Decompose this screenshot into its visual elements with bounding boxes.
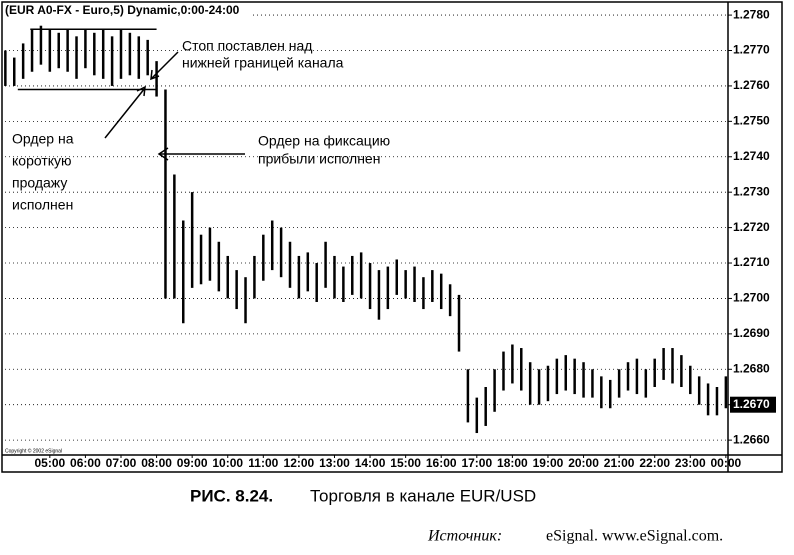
x-tick-label: 08:00 — [141, 456, 172, 470]
annotation: Стоп поставлен над — [182, 38, 312, 54]
title-bg — [3, 3, 253, 18]
y-tick-label: 1.2690 — [733, 326, 770, 340]
annotation: короткую — [12, 153, 72, 169]
y-tick-label: 1.2780 — [733, 7, 770, 21]
x-tick-label: 12:00 — [284, 456, 315, 470]
x-tick-label: 20:00 — [568, 456, 599, 470]
x-tick-label: 19:00 — [533, 456, 564, 470]
arrow-head — [150, 69, 160, 81]
y-tick-label: 1.2710 — [733, 255, 770, 269]
x-tick-label: 14:00 — [355, 456, 386, 470]
chart-title: (EUR A0-FX - Euro,5) Dynamic,0:00-24:00 — [5, 3, 240, 17]
y-tick-label: 1.2660 — [733, 432, 770, 446]
annotation: продажу — [12, 175, 67, 191]
y-tick-label: 1.2700 — [733, 291, 770, 305]
arrows — [104, 51, 245, 161]
last-price-box — [730, 396, 776, 413]
annotation: Ордер на фиксацию — [258, 133, 390, 149]
x-tick-label: 18:00 — [497, 456, 528, 470]
y-tick-label: 1.2750 — [733, 114, 770, 128]
annotation: прибыли исполнен — [258, 151, 380, 167]
annotation: исполнен — [12, 197, 73, 213]
x-tick-label: 16:00 — [426, 456, 457, 470]
arrow — [151, 51, 179, 79]
x-tick-label: 23:00 — [675, 456, 706, 470]
caption-number: РИС. 8.24. — [190, 486, 273, 505]
y-tick-label: 1.2740 — [733, 149, 770, 163]
caption-text: Торговля в канале EUR/USD — [310, 486, 536, 505]
y-tick-label: 1.2720 — [733, 220, 770, 234]
arrow-head — [157, 147, 169, 161]
y-tick-label: 1.2730 — [733, 184, 770, 198]
arrow-head — [136, 85, 146, 97]
source-label: Источник: — [427, 528, 502, 545]
x-tick-label: 05:00 — [34, 456, 65, 470]
x-tick-label: 11:00 — [248, 456, 278, 470]
x-tick-label: 10:00 — [212, 456, 243, 470]
last-price-label: 1.2670 — [733, 397, 770, 411]
x-tick-label: 22:00 — [639, 456, 670, 470]
x-tick-label: 13:00 — [319, 456, 350, 470]
x-tick-label: 15:00 — [390, 456, 421, 470]
x-tick-label: 21:00 — [604, 456, 635, 470]
x-tick-label: 09:00 — [177, 456, 208, 470]
plot-area — [4, 14, 728, 441]
arrow — [104, 87, 146, 139]
annotation: Ордер на — [12, 131, 74, 147]
y-tick-label: 1.2770 — [733, 43, 770, 57]
x-tick-label: 00:00 — [711, 456, 742, 470]
x-tick-label: 17:00 — [461, 456, 492, 470]
source-text: eSignal. www.eSignal.com. — [546, 528, 723, 545]
x-tick-label: 07:00 — [106, 456, 137, 470]
frame — [1, 1, 783, 473]
copyright: Copyright © 2002 eSignal — [5, 447, 62, 454]
x-tick-label: 06:00 — [70, 456, 101, 470]
y-tick-label: 1.2760 — [733, 78, 770, 92]
y-tick-label: 1.2680 — [733, 361, 770, 375]
annotation: нижней границей канала — [182, 55, 344, 71]
